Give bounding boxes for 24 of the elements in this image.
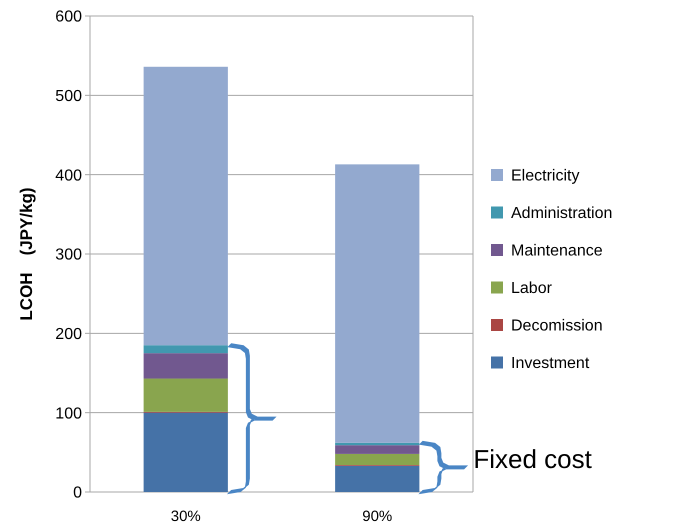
bar <box>144 345 228 354</box>
bar <box>335 164 420 443</box>
y-tick-label: 0 <box>73 484 82 502</box>
legend-label: Investment <box>511 355 590 372</box>
bar <box>335 445 420 454</box>
x-tick-label: 30% <box>170 508 201 525</box>
legend-label: Electricity <box>511 168 580 185</box>
text: Fixed cost <box>473 444 593 474</box>
y-tick-label: 600 <box>55 8 82 26</box>
x-tick-label: 90% <box>362 508 392 525</box>
y-tick-label: 300 <box>55 246 82 264</box>
bar <box>144 378 228 412</box>
legend-label: Decomission <box>511 318 603 335</box>
bar <box>144 66 228 346</box>
bar <box>144 353 228 379</box>
y-tick-label: 200 <box>55 326 82 343</box>
y-tick-label: 100 <box>55 405 82 422</box>
bar <box>335 454 420 466</box>
legend-label: Administration <box>511 205 612 222</box>
legend-label: Maintenance <box>511 242 603 260</box>
y-axis-title: LCOH (JPY/kg) <box>17 187 36 321</box>
y-tick-label: 400 <box>55 167 82 184</box>
y-tick-label: 500 <box>55 88 82 105</box>
legend-label: Labor <box>511 280 553 298</box>
